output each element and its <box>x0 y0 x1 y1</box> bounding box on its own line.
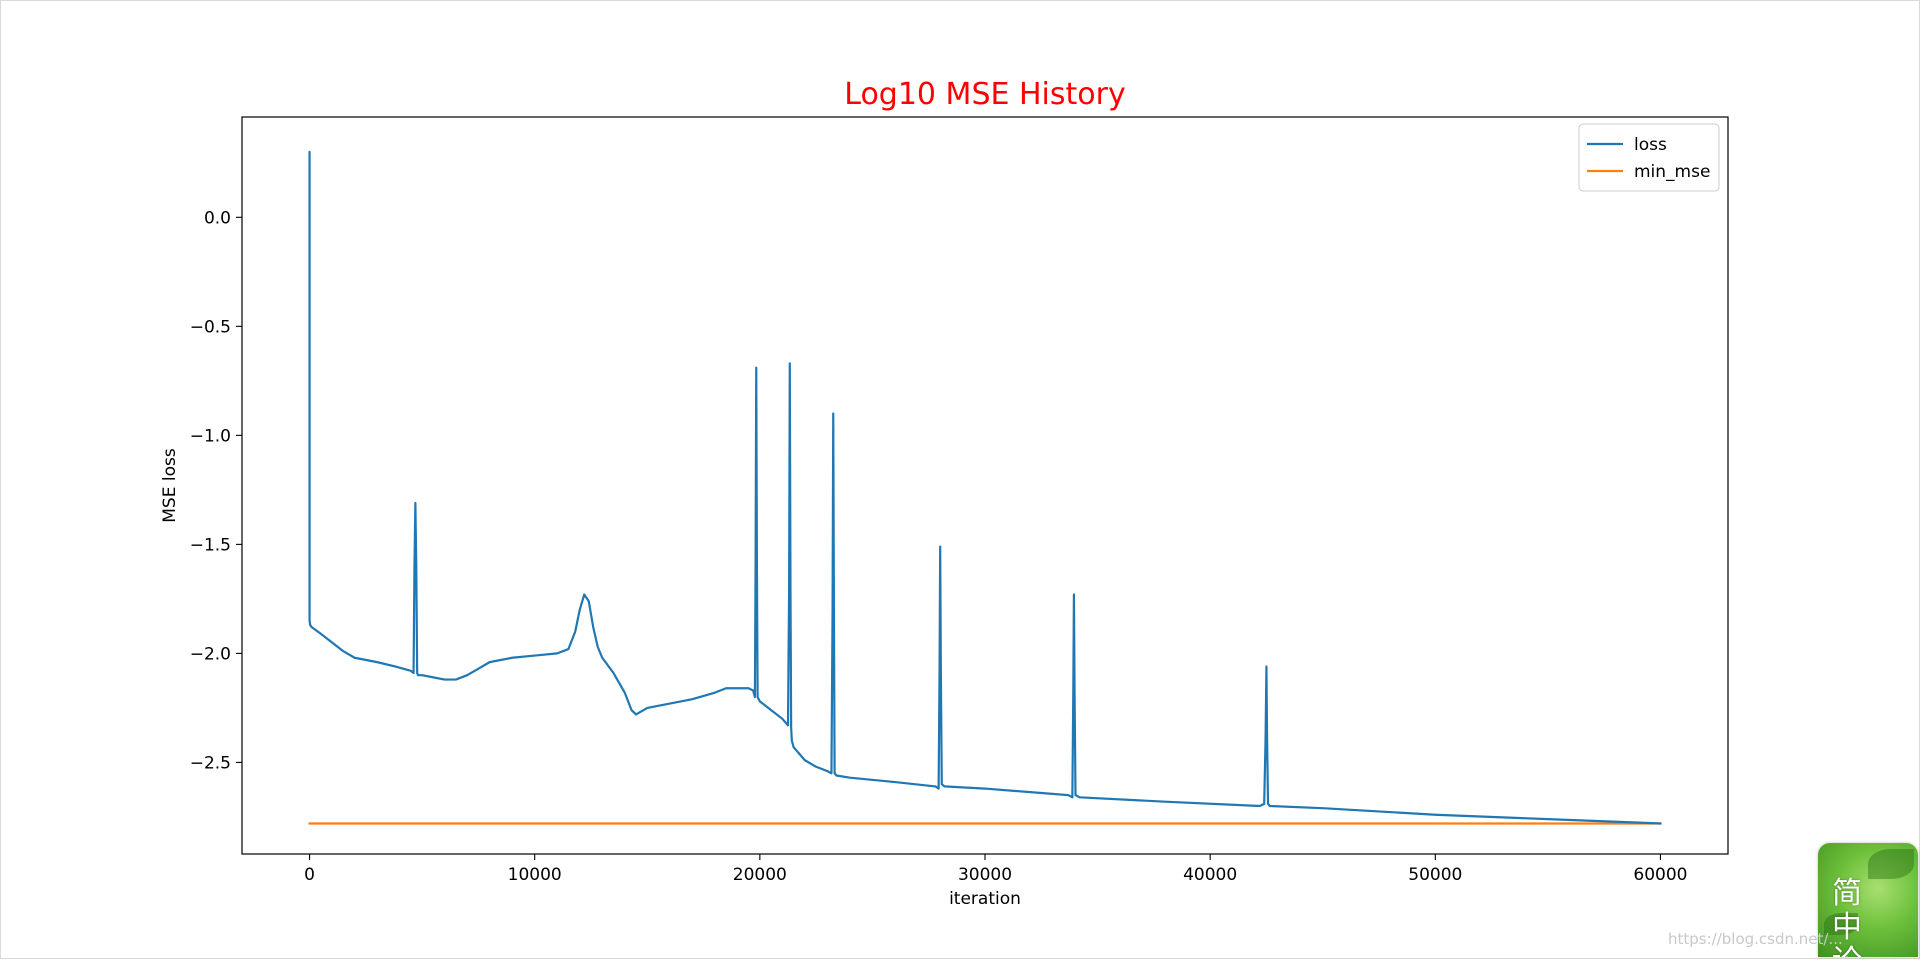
site-logo: 简中论 <box>1818 843 1918 957</box>
legend: loss min_mse <box>1578 123 1720 192</box>
leaf-decoration <box>1824 913 1858 935</box>
x-axis-label: iteration <box>949 889 1021 909</box>
x-tick-label: 0 <box>304 865 315 885</box>
y-tick-label: −1.0 <box>190 426 231 446</box>
series-line-loss <box>308 150 1662 825</box>
y-tick-label: 0.0 <box>204 208 231 228</box>
logo-text: 简中论 <box>1832 876 1862 958</box>
y-tick-label: −2.0 <box>190 644 231 664</box>
y-tick-label: −1.5 <box>190 535 231 555</box>
plot-frame <box>241 116 1729 855</box>
chart-title: Log10 MSE History <box>844 77 1125 112</box>
y-tick-label: −2.5 <box>190 753 231 773</box>
y-axis-label: MSE loss <box>160 448 180 523</box>
watermark-url: https://blog.csdn.net/... <box>1668 930 1843 948</box>
x-tick-label: 40000 <box>1183 865 1237 885</box>
legend-label-min_mse: min_mse <box>1634 162 1710 182</box>
legend-label-loss: loss <box>1634 135 1667 155</box>
x-tick-label: 20000 <box>733 865 787 885</box>
x-tick-label: 30000 <box>958 865 1012 885</box>
series-group <box>308 150 1662 825</box>
x-tick-label: 50000 <box>1408 865 1462 885</box>
leaf-decoration <box>1868 849 1914 879</box>
y-tick-label: −0.5 <box>190 317 231 337</box>
legend-box <box>1578 123 1720 192</box>
x-tick-label: 60000 <box>1633 865 1687 885</box>
x-tick-label: 10000 <box>508 865 562 885</box>
